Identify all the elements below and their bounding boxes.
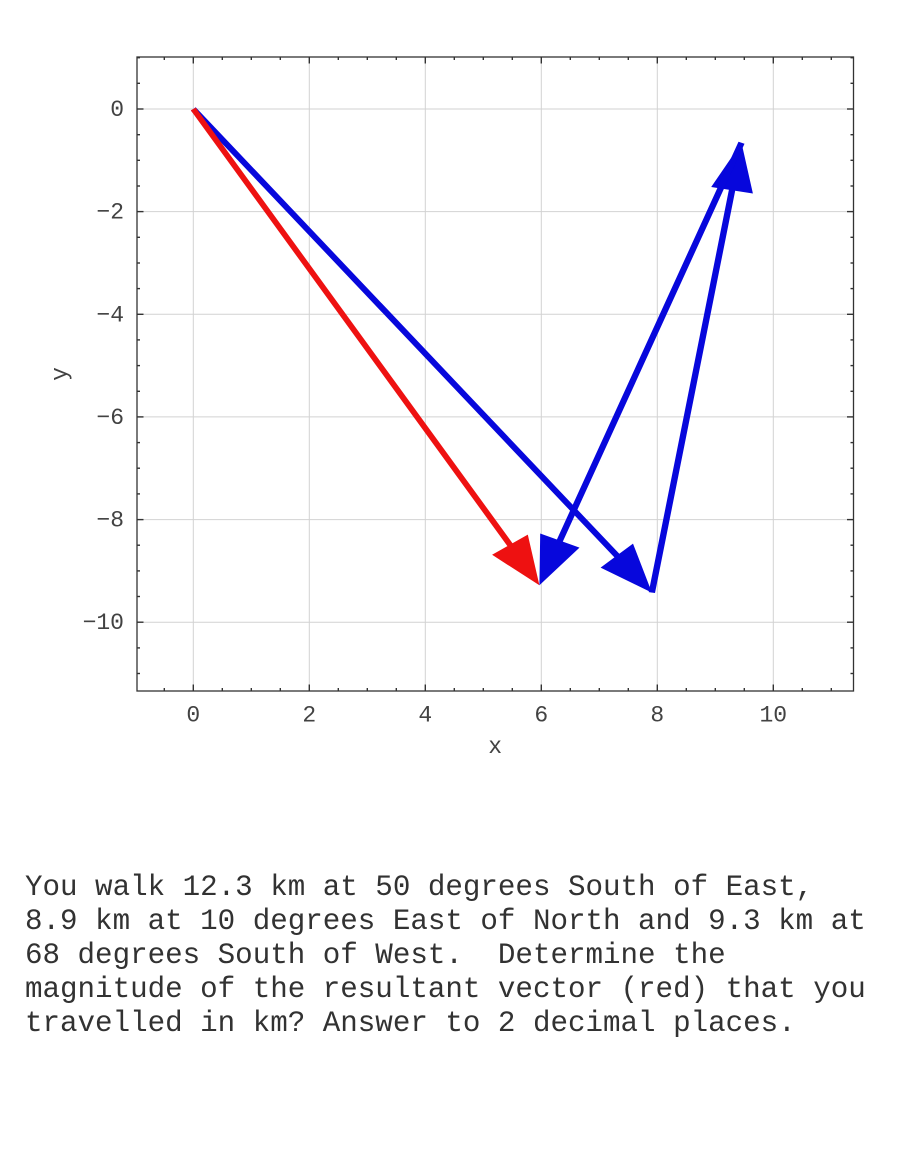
svg-text:8.9 km at 10 degrees East of N: 8.9 km at 10 degrees East of North and 9… [25, 905, 866, 938]
svg-text:travelled in km? Answer to 2 d: travelled in km? Answer to 2 decimal pla… [25, 1007, 796, 1040]
svg-text:x: x [488, 734, 502, 760]
svg-text:You walk 12.3 km at 50 degrees: You walk 12.3 km at 50 degrees South of … [25, 871, 813, 904]
svg-text:−10: −10 [83, 610, 124, 636]
svg-text:10: 10 [759, 703, 787, 729]
svg-text:magnitude of the resultant vec: magnitude of the resultant vector (red) … [25, 973, 866, 1006]
svg-text:0: 0 [110, 97, 124, 123]
svg-text:6: 6 [534, 703, 548, 729]
svg-text:4: 4 [418, 703, 432, 729]
svg-text:68 degrees South of West. Det: 68 degrees South of West. Determine the [25, 939, 726, 972]
svg-text:0: 0 [186, 703, 200, 729]
svg-text:y: y [48, 367, 74, 381]
svg-text:8: 8 [650, 703, 664, 729]
svg-text:−8: −8 [96, 508, 124, 534]
svg-text:2: 2 [302, 703, 316, 729]
svg-text:−4: −4 [96, 302, 124, 328]
svg-text:−2: −2 [96, 200, 124, 226]
svg-text:−6: −6 [96, 405, 124, 431]
